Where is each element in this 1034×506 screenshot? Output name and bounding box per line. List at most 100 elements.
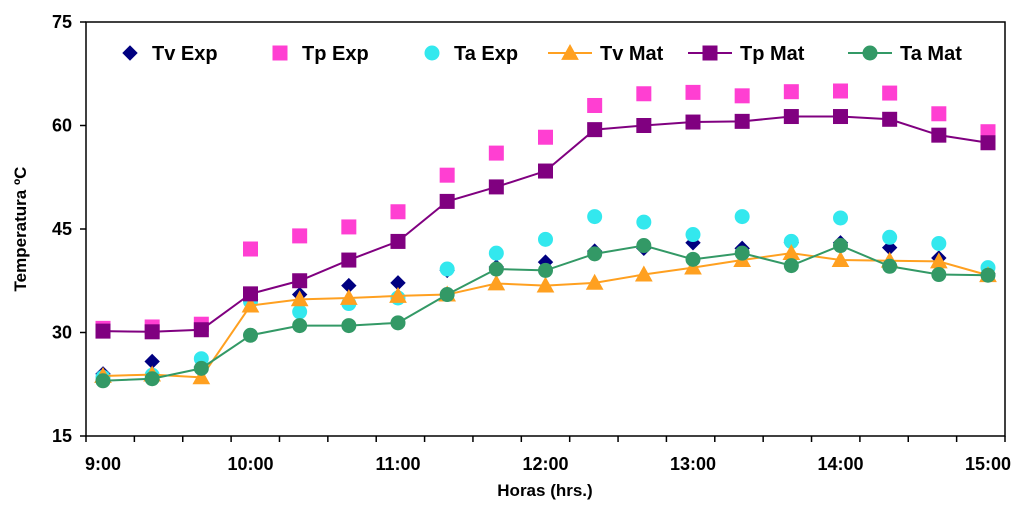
data-point	[685, 251, 701, 267]
data-point	[931, 267, 947, 283]
data-point	[144, 371, 160, 387]
data-point	[439, 261, 455, 277]
data-point	[980, 135, 996, 151]
data-point	[538, 231, 553, 247]
legend-item: Ta Mat	[848, 43, 962, 65]
x-tick-label: 15:00	[965, 454, 1011, 474]
y-tick-label: 75	[52, 12, 72, 32]
data-point	[882, 258, 898, 274]
data-point	[734, 209, 750, 225]
data-point	[587, 97, 603, 113]
data-point	[685, 114, 701, 130]
data-point	[734, 245, 750, 261]
legend-marker	[424, 45, 440, 61]
legend-item: Tv Mat	[548, 43, 664, 65]
data-point	[439, 287, 455, 303]
data-point	[488, 261, 504, 277]
data-point	[833, 83, 848, 99]
x-tick-label: 11:00	[375, 454, 420, 474]
y-tick-label: 15	[52, 426, 72, 446]
legend-marker	[702, 45, 718, 61]
axes: 15 30 45 60 75 9:00 10:00 11:00 12:00 13:00 14:00 1…	[52, 12, 1011, 474]
legend-label: Ta Mat	[900, 43, 962, 65]
legend-item: Tv Exp	[122, 43, 218, 65]
x-tick-label: 10:00	[227, 454, 273, 474]
data-point	[488, 245, 504, 261]
data-point	[389, 286, 407, 303]
data-point	[538, 262, 553, 278]
data-point	[833, 238, 848, 254]
data-point	[931, 235, 947, 251]
legend: Tv Exp Tp Exp Ta Exp Tv Mat Tp Mat Ta Mat	[122, 43, 962, 65]
legend-marker	[862, 45, 878, 61]
data-point	[192, 368, 211, 385]
data-point	[833, 109, 848, 125]
data-point	[439, 193, 455, 209]
data-point	[882, 85, 898, 101]
legend-label: Ta Exp	[454, 43, 518, 65]
data-point	[585, 273, 604, 290]
data-point	[341, 318, 357, 334]
data-point	[734, 88, 750, 104]
data-point	[144, 324, 160, 340]
data-point	[487, 274, 506, 291]
data-point	[882, 111, 898, 127]
data-point	[536, 276, 555, 293]
data-point	[734, 113, 750, 129]
x-tick-label: 13:00	[670, 454, 716, 474]
legend-item: Ta Exp	[424, 43, 518, 65]
data-point	[685, 227, 701, 243]
data-point	[439, 167, 455, 183]
data-point	[292, 304, 308, 320]
legend-item: Tp Mat	[688, 43, 805, 65]
x-tick-label: 12:00	[522, 454, 568, 474]
y-tick-label: 45	[52, 219, 72, 239]
data-point	[292, 228, 308, 244]
series-tp-mat	[95, 109, 996, 340]
data-point	[783, 258, 799, 274]
data-point	[341, 219, 357, 235]
legend-label: Tp Mat	[740, 43, 805, 65]
data-point	[488, 145, 504, 161]
data-point	[341, 252, 357, 268]
y-tick-label: 30	[52, 323, 72, 343]
data-point	[538, 163, 553, 179]
data-point	[243, 286, 258, 302]
legend-label: Tp Exp	[302, 43, 369, 65]
data-point	[193, 360, 209, 376]
data-point	[783, 84, 799, 100]
data-point	[290, 290, 309, 307]
data-point	[636, 238, 652, 254]
data-point	[783, 109, 799, 125]
data-point	[193, 322, 209, 338]
data-point	[587, 209, 603, 225]
x-tick-label: 9:00	[85, 454, 121, 474]
data-point	[538, 129, 553, 145]
data-point	[488, 179, 504, 195]
legend-item: Tp Exp	[272, 43, 369, 65]
data-point	[95, 373, 111, 389]
data-point	[390, 233, 406, 249]
data-point	[243, 327, 258, 343]
legend-label: Tv Exp	[152, 43, 218, 65]
data-point	[636, 118, 652, 133]
data-point	[833, 210, 848, 226]
x-axis-title: Horas (hrs.)	[497, 481, 592, 500]
data-point	[931, 127, 947, 143]
series-tp-exp	[95, 83, 996, 336]
data-point	[587, 122, 603, 138]
data-point	[241, 296, 260, 313]
y-axis-title: Temperatura ºC	[11, 167, 30, 292]
data-point	[292, 318, 308, 334]
series-ta-mat	[95, 238, 996, 389]
data-point	[634, 265, 653, 282]
data-point	[292, 273, 308, 289]
legend-label: Tv Mat	[600, 43, 664, 65]
series-layer	[94, 83, 997, 389]
data-point	[636, 86, 652, 102]
data-point	[390, 204, 406, 220]
data-point	[882, 229, 898, 245]
x-tick-label: 14:00	[817, 454, 863, 474]
